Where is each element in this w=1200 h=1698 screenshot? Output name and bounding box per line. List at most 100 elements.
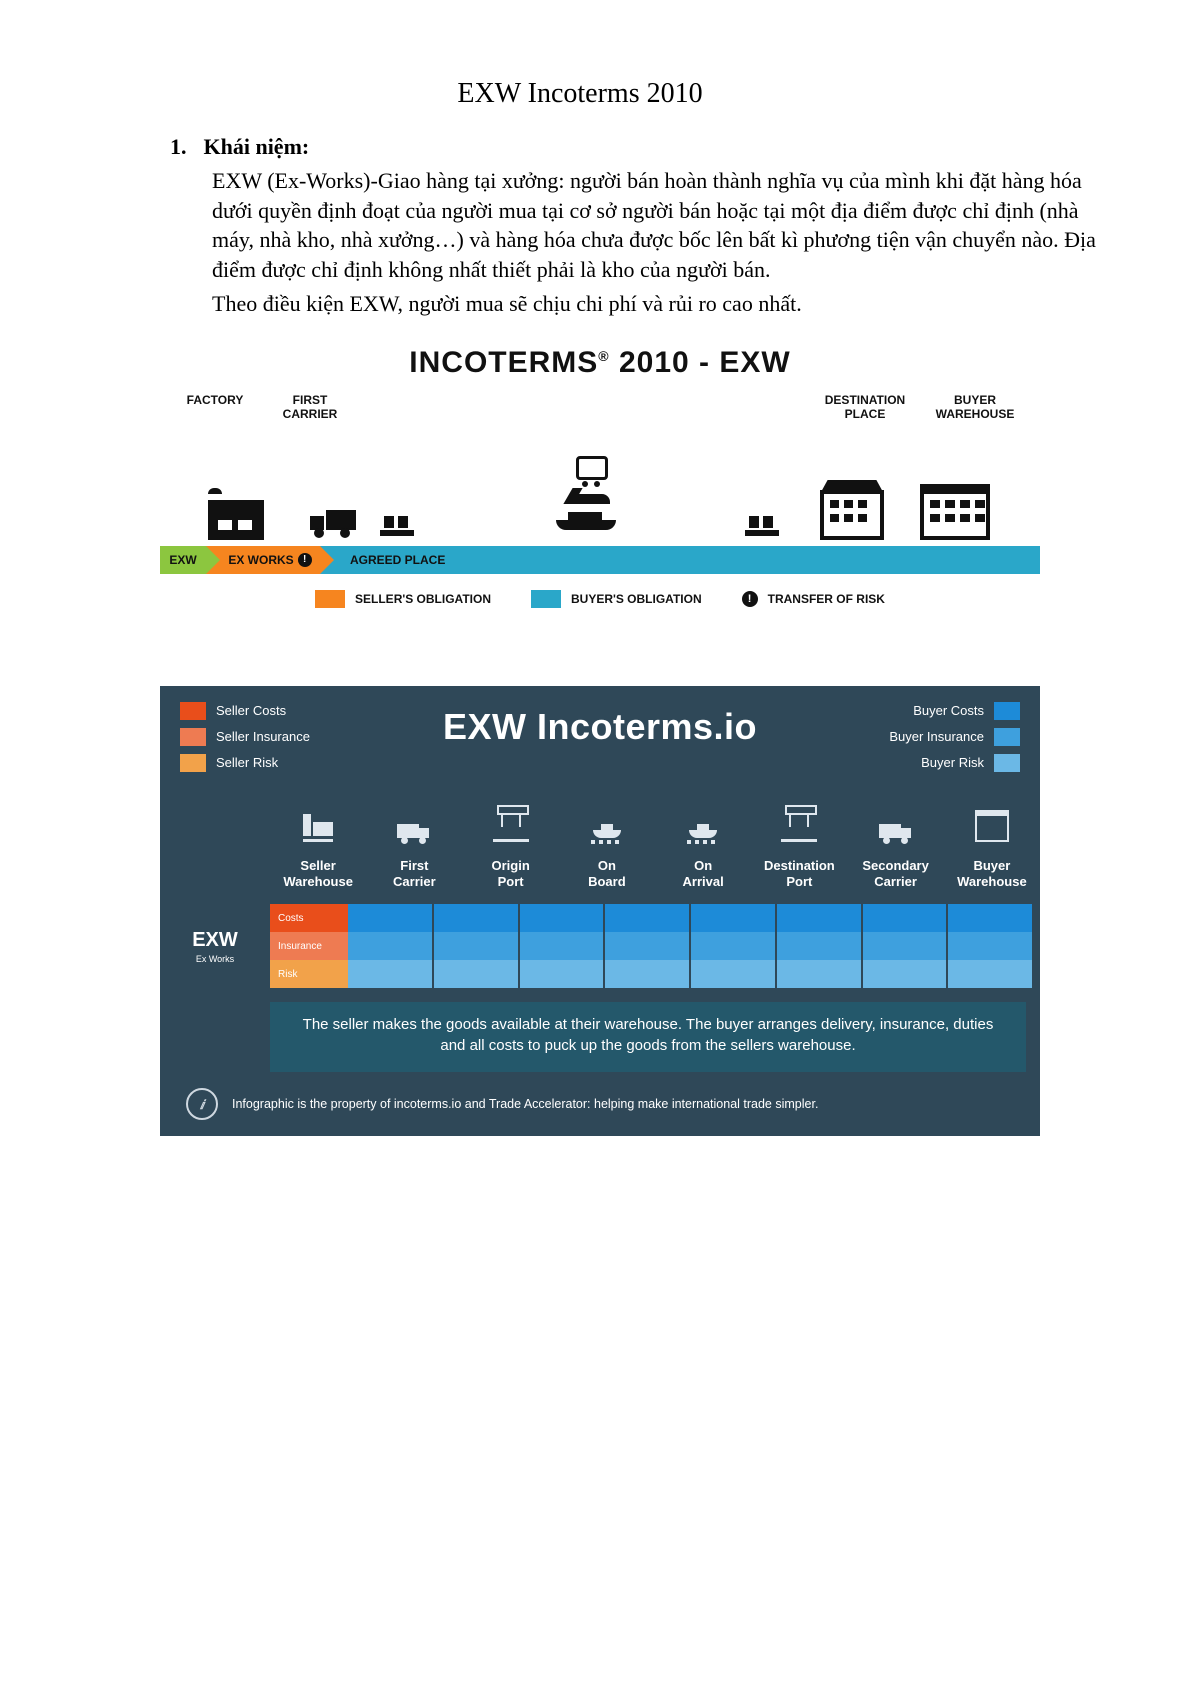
section-number: 1. bbox=[170, 134, 198, 160]
ig2-icons-row bbox=[160, 786, 1040, 848]
bar-cell bbox=[434, 960, 518, 988]
bar-cell bbox=[348, 904, 432, 932]
bar-cell bbox=[948, 932, 1032, 960]
ig2-legend-right: Buyer Costs Buyer Insurance Buyer Risk bbox=[840, 702, 1020, 780]
label-buyer-warehouse: BUYER WAREHOUSE bbox=[920, 394, 1030, 420]
ig2-header: Seller CostsSeller InsuranceSeller Risk … bbox=[160, 686, 1040, 786]
legend-risk-label: TRANSFER OF RISK bbox=[768, 592, 885, 606]
bar-cell bbox=[605, 960, 689, 988]
bar-cell bbox=[605, 932, 689, 960]
row-label: Costs bbox=[270, 904, 348, 932]
building-icon bbox=[820, 490, 884, 540]
bar-cell bbox=[777, 904, 861, 932]
ig2-term-name: Ex Works bbox=[196, 954, 234, 964]
legend-label: Buyer Insurance bbox=[889, 729, 984, 744]
ig2-term-row: EXW Ex Works CostsInsuranceRisk bbox=[160, 904, 1040, 988]
mini-truck-icon bbox=[397, 824, 431, 842]
bar-arrow-1 bbox=[206, 546, 220, 574]
bar-cell bbox=[520, 960, 604, 988]
infographic-incoterms-2010: INCOTERMS® 2010 - EXW FACTORY FIRST CARR… bbox=[160, 336, 1040, 615]
row-bars bbox=[348, 960, 1040, 988]
legend-buyer-label: BUYER'S OBLIGATION bbox=[571, 592, 702, 606]
legend-risk-icon: ! bbox=[742, 591, 758, 607]
bar-cell bbox=[348, 960, 432, 988]
legend-item: Buyer Risk bbox=[840, 754, 1020, 772]
ig2-logo-icon: ⅈ bbox=[186, 1088, 218, 1120]
ig2-footer-text: Infographic is the property of incoterms… bbox=[232, 1097, 818, 1111]
factory-icon bbox=[208, 500, 264, 540]
legend-swatch bbox=[994, 728, 1020, 746]
legend-label: Seller Insurance bbox=[216, 729, 310, 744]
paragraph-1: EXW (Ex-Works)-Giao hàng tại xưởng: ngườ… bbox=[212, 166, 1110, 285]
legend-item: Seller Costs bbox=[180, 702, 360, 720]
column-header: Buyer Warehouse bbox=[944, 858, 1040, 891]
column-header: On Board bbox=[559, 858, 655, 891]
mini-factory-icon bbox=[303, 813, 333, 842]
bar-cell bbox=[434, 932, 518, 960]
row-bars bbox=[348, 932, 1040, 960]
mini-ship-icon bbox=[591, 824, 623, 842]
ig2-term-code: EXW bbox=[192, 929, 238, 952]
ig1-column-labels: FACTORY FIRST CARRIER DESTINATION PLACE … bbox=[160, 394, 1040, 426]
column-header: Seller Warehouse bbox=[270, 858, 366, 891]
legend-label: Buyer Costs bbox=[913, 703, 984, 718]
bar-cell bbox=[691, 932, 775, 960]
legend-seller-label: SELLER'S OBLIGATION bbox=[355, 592, 491, 606]
legend-seller-swatch bbox=[315, 590, 345, 608]
term-row: Costs bbox=[270, 904, 1040, 932]
row-bars bbox=[348, 904, 1040, 932]
bar-cell bbox=[863, 960, 947, 988]
legend-item: Buyer Costs bbox=[840, 702, 1020, 720]
legend-label: Seller Risk bbox=[216, 755, 278, 770]
legend-swatch bbox=[994, 702, 1020, 720]
ig1-title: INCOTERMS® 2010 - EXW bbox=[160, 336, 1040, 394]
bar-cell bbox=[605, 904, 689, 932]
bar-cell bbox=[948, 904, 1032, 932]
ig2-column-headers: Seller WarehouseFirst CarrierOrigin Port… bbox=[160, 848, 1040, 905]
section-heading: 1. Khái niệm: bbox=[170, 134, 1110, 160]
mini-truck-icon-2 bbox=[879, 824, 913, 842]
mini-ship-icon-2 bbox=[687, 824, 719, 842]
ig2-footer: ⅈ Infographic is the property of incoter… bbox=[160, 1082, 1040, 1136]
legend-item: Seller Insurance bbox=[180, 728, 360, 746]
bar-cell bbox=[863, 904, 947, 932]
legend-label: Buyer Risk bbox=[921, 755, 984, 770]
legend-item: Buyer Insurance bbox=[840, 728, 1020, 746]
paragraph-2: Theo điều kiện EXW, người mua sẽ chịu ch… bbox=[212, 289, 1110, 319]
legend-swatch bbox=[180, 702, 206, 720]
bar-cell bbox=[434, 904, 518, 932]
bar-cell bbox=[777, 932, 861, 960]
column-header: Origin Port bbox=[463, 858, 559, 891]
bar-arrow-2 bbox=[320, 546, 334, 574]
row-label: Insurance bbox=[270, 932, 348, 960]
bar-term: EX WORKS ! bbox=[220, 546, 320, 574]
ig2-legend-left: Seller Costs Seller Insurance Seller Risk bbox=[180, 702, 360, 780]
ig1-title-suffix: 2010 - EXW bbox=[610, 346, 791, 379]
bar-cell bbox=[948, 960, 1032, 988]
risk-transfer-icon: ! bbox=[298, 553, 312, 567]
legend-risk: ! TRANSFER OF RISK bbox=[742, 590, 885, 608]
bar-agreed-place: AGREED PLACE bbox=[334, 546, 1040, 574]
bar-cell bbox=[348, 932, 432, 960]
page: EXW Incoterms 2010 1. Khái niệm: EXW (Ex… bbox=[0, 0, 1200, 1196]
warehouse-icon bbox=[920, 490, 990, 540]
ig2-title: EXW Incoterms.io bbox=[360, 702, 840, 748]
label-first-carrier: FIRST CARRIER bbox=[260, 394, 360, 420]
bar-cell bbox=[777, 960, 861, 988]
bar-cell bbox=[520, 904, 604, 932]
row-label: Risk bbox=[270, 960, 348, 988]
bar-code: EXW bbox=[160, 546, 206, 574]
bar-cell bbox=[691, 904, 775, 932]
mini-crane-icon-2 bbox=[781, 805, 817, 842]
ig2-term-grid: CostsInsuranceRisk bbox=[270, 904, 1040, 988]
legend-swatch bbox=[180, 754, 206, 772]
ig1-title-reg: ® bbox=[598, 348, 609, 364]
mini-crane-icon bbox=[493, 805, 529, 842]
legend-buyer: BUYER'S OBLIGATION bbox=[531, 590, 702, 608]
ig1-legend: SELLER'S OBLIGATION BUYER'S OBLIGATION !… bbox=[160, 574, 1040, 616]
legend-swatch bbox=[180, 728, 206, 746]
ig2-term-label: EXW Ex Works bbox=[160, 904, 270, 988]
bar-cell bbox=[691, 960, 775, 988]
label-factory: FACTORY bbox=[170, 394, 260, 420]
bar-term-text: EX WORKS bbox=[228, 553, 293, 567]
